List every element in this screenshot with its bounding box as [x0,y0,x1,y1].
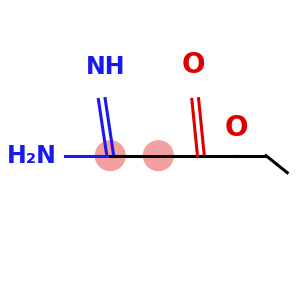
Text: O: O [182,51,206,79]
Circle shape [143,140,174,171]
Text: NH: NH [86,55,126,79]
Circle shape [95,140,126,171]
Text: O: O [224,113,248,142]
Text: H₂N: H₂N [7,144,56,168]
